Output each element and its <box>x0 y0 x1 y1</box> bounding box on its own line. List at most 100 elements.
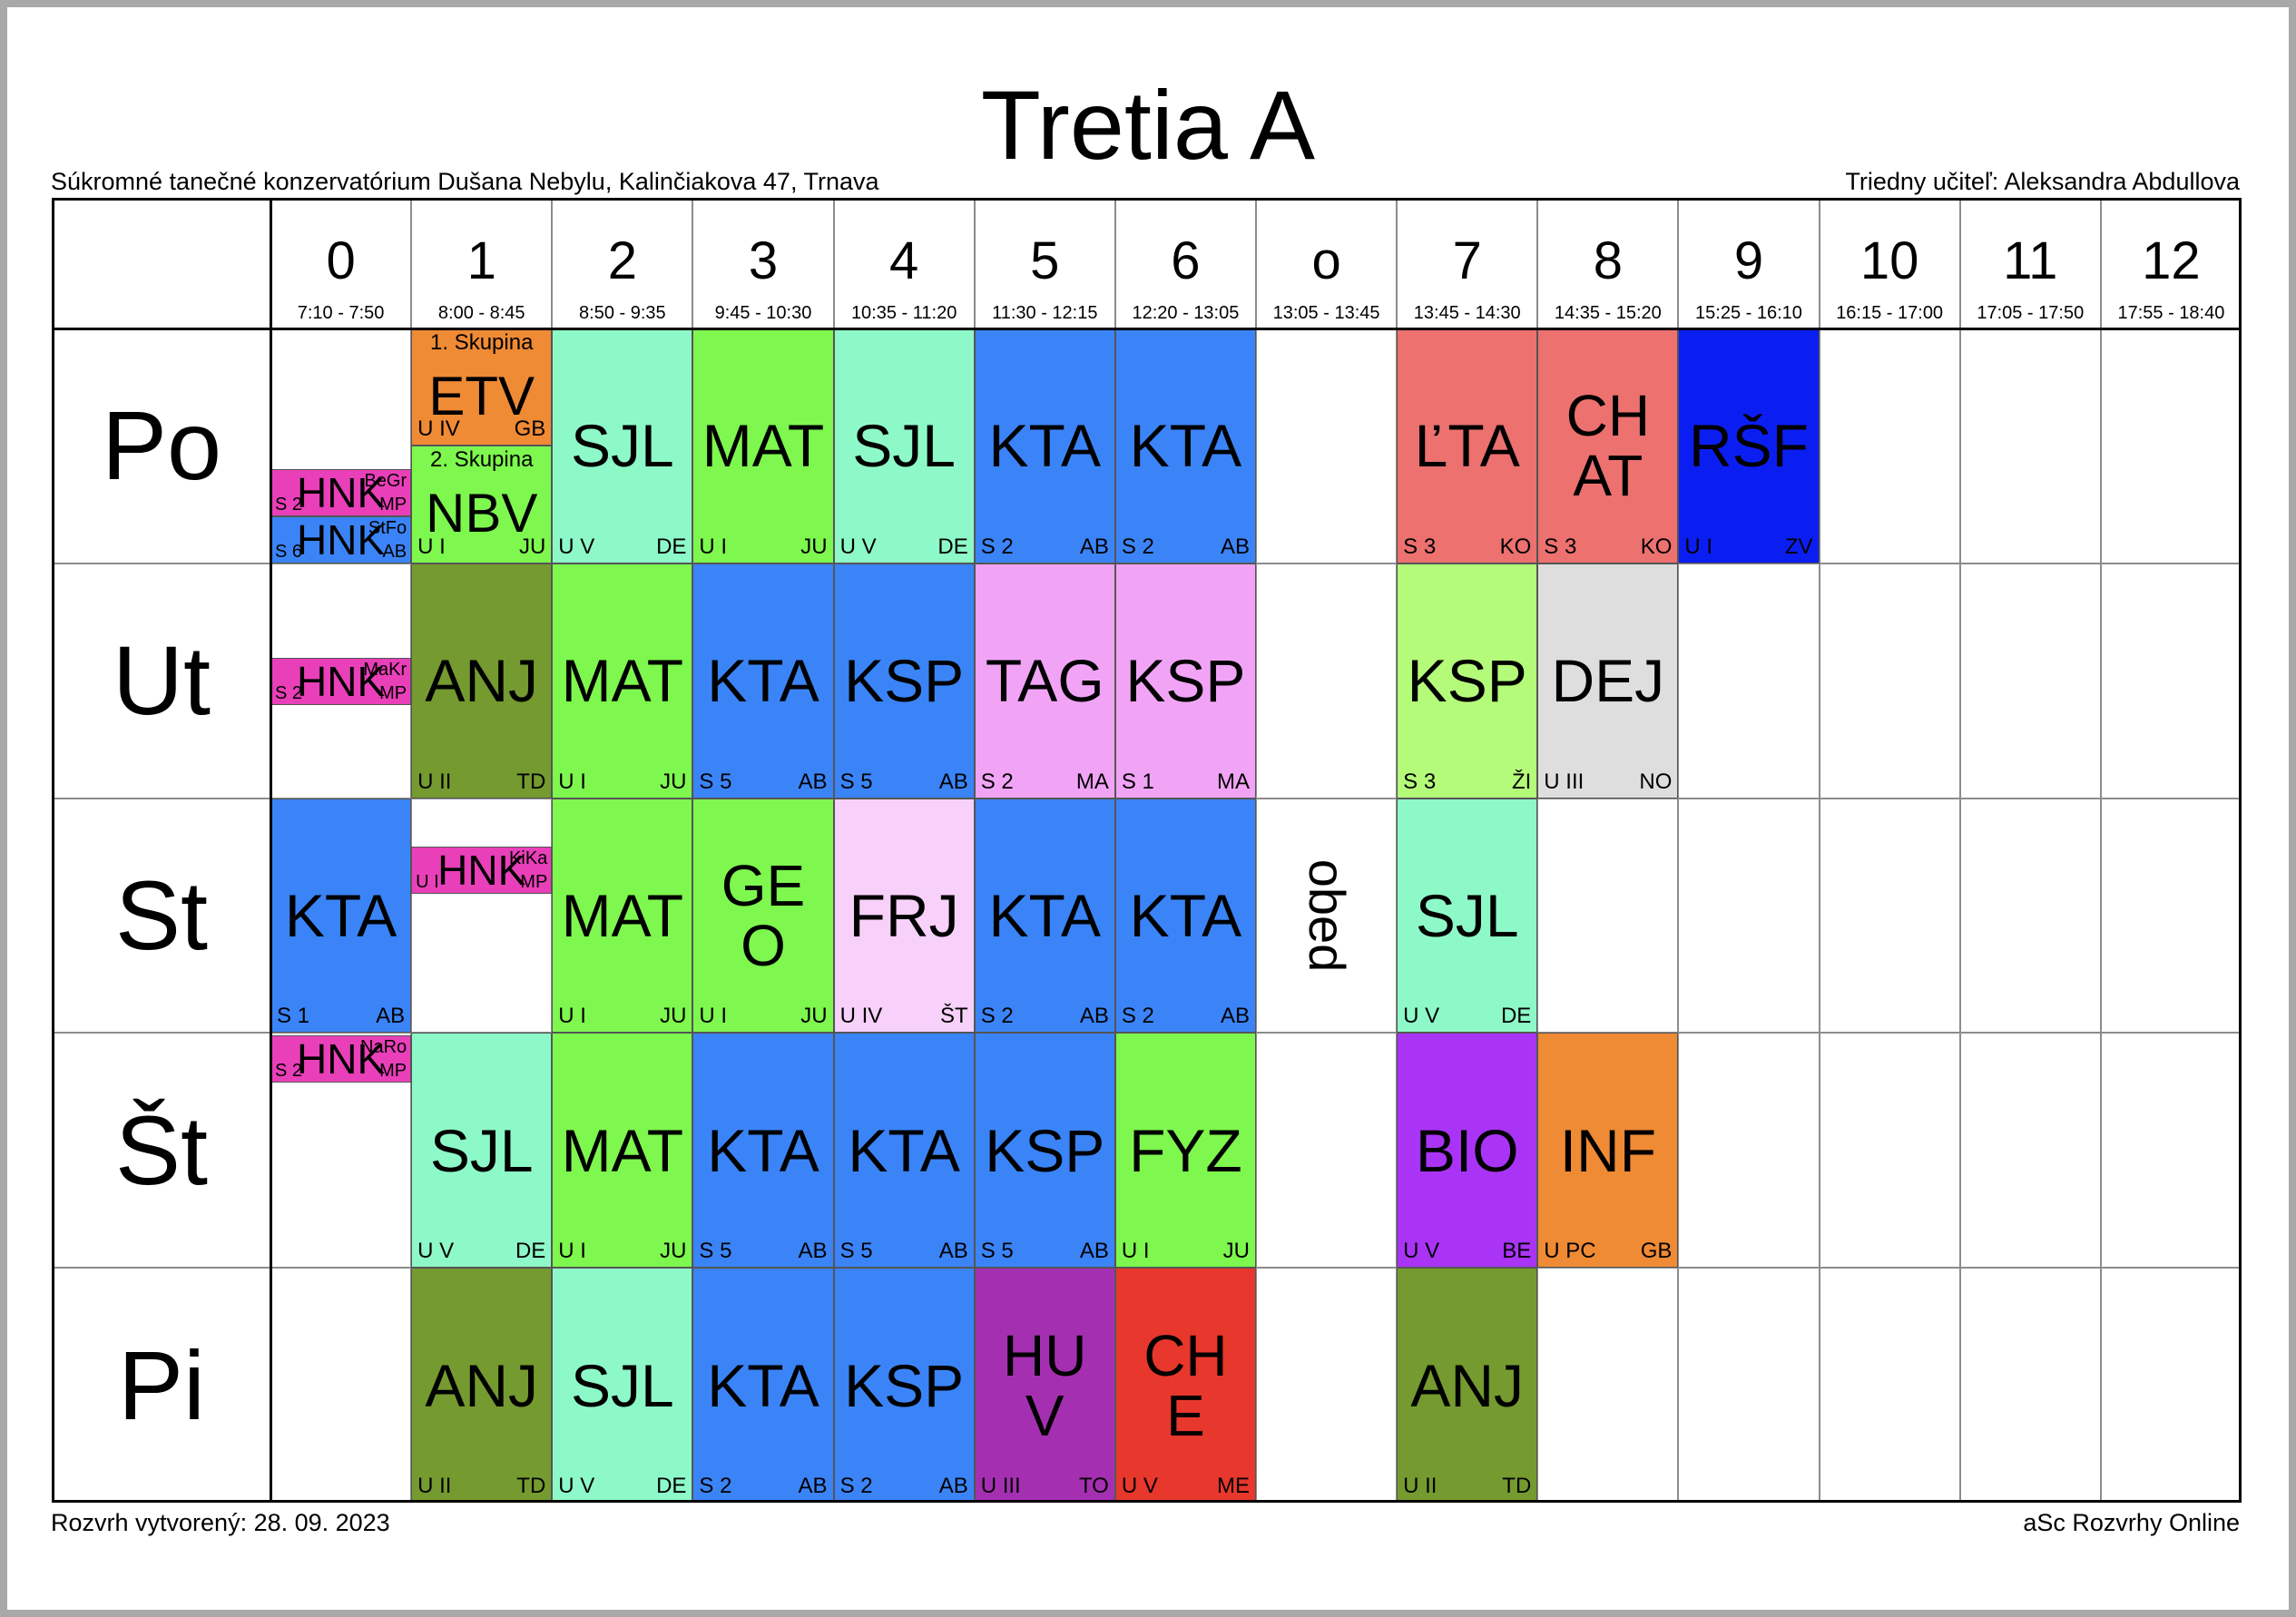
lesson-room: U I <box>558 1239 586 1264</box>
lesson-subject: DEJ <box>1551 647 1665 715</box>
period-number: 0 <box>326 231 356 290</box>
period-time: 7:10 - 7:50 <box>297 303 385 323</box>
lesson-teacher: JU <box>800 534 828 559</box>
lesson-subject: SJL <box>570 412 674 480</box>
lesson-room: U V <box>1403 1004 1440 1029</box>
day-label: Po <box>101 390 222 501</box>
lesson-room: U I <box>1684 534 1713 559</box>
lesson-card: INF U PC GB <box>1537 1033 1679 1269</box>
lesson-teacher: KO <box>1640 534 1673 559</box>
lesson-subject: CH AT <box>1538 386 1677 505</box>
lesson-subject: MAT <box>702 412 825 480</box>
lesson-subject: KTA <box>988 881 1101 949</box>
day-label: Pi <box>117 1329 206 1440</box>
lesson-card: TAG S 2 MA <box>974 563 1115 799</box>
lesson-card: KSP S 5 AB <box>974 1033 1115 1269</box>
lesson-subject: ĽTA <box>1414 412 1520 480</box>
lesson-card: ĽTA S 3 KO <box>1397 328 1538 564</box>
lesson-teacher: JU <box>518 534 546 559</box>
lesson-subject: SJL <box>852 412 956 480</box>
lesson-teacher: MA <box>1216 769 1250 794</box>
lesson-room: U II <box>417 769 452 794</box>
lesson-subject: ANJ <box>425 647 539 715</box>
lesson-card: SJL U V DE <box>552 328 693 564</box>
lesson-teacher: ŠT <box>940 1004 968 1029</box>
lesson-room: U V <box>558 1473 595 1498</box>
period-time: 8:50 - 9:35 <box>579 303 666 323</box>
period-number: 6 <box>1171 231 1201 290</box>
lesson-subject: KTA <box>707 1116 819 1184</box>
lesson-card: HNK S 2 MP MaKr <box>270 657 412 705</box>
period-time: 16:15 - 17:00 <box>1836 303 1944 323</box>
lesson-room: S 2 <box>980 769 1014 794</box>
lesson-subject: CH E <box>1116 1326 1255 1446</box>
lesson-card: ANJ U II TD <box>1397 1268 1538 1503</box>
lesson-subject: KTA <box>284 881 397 949</box>
grid-line <box>1536 198 1539 1503</box>
lesson-card: KTA S 2 AB <box>974 328 1115 564</box>
lesson-teacher: ME <box>1216 1473 1250 1498</box>
lesson-room: S 2 <box>1121 534 1154 559</box>
period-time: 17:55 - 18:40 <box>2117 303 2225 323</box>
lesson-teacher: MP <box>379 1061 407 1082</box>
lesson-room: U I <box>1121 1239 1150 1264</box>
lesson-subject: INF <box>1559 1116 1657 1184</box>
lesson-teacher-secondary: KiKa <box>509 848 548 868</box>
lesson-teacher: AB <box>376 1004 406 1029</box>
lesson-teacher: AB <box>1079 534 1109 559</box>
subject-line: GE <box>721 852 806 918</box>
subject-line: CH <box>1565 383 1651 449</box>
lesson-card: KTA S 5 AB <box>692 1033 834 1269</box>
lesson-subject: GE O <box>693 856 832 975</box>
lesson-teacher-secondary: StFo <box>368 518 407 538</box>
grid-line <box>2099 198 2102 1503</box>
lesson-subject: KSP <box>1407 647 1527 715</box>
day-column-separator <box>270 198 272 1503</box>
lesson-subject: MAT <box>561 1116 684 1184</box>
lesson-subject: BIO <box>1415 1116 1519 1184</box>
lesson-subject: FRJ <box>849 881 959 949</box>
lesson-teacher: TD <box>516 769 546 794</box>
subject-line: CH <box>1143 1322 1228 1388</box>
lesson-card: FYZ U I JU <box>1114 1033 1256 1269</box>
lesson-teacher: AB <box>938 1473 968 1498</box>
lesson-room: U I <box>417 534 446 559</box>
lesson-teacher: ŽI <box>1511 769 1532 794</box>
period-number: 1 <box>466 231 496 290</box>
lesson-subject: TAG <box>985 647 1104 715</box>
lesson-room: S 3 <box>1403 534 1437 559</box>
lesson-room: U II <box>417 1473 452 1498</box>
lesson-subject: HNK <box>297 657 386 705</box>
lesson-card: SJL U V DE <box>411 1033 553 1269</box>
lesson-teacher: AB <box>938 769 968 794</box>
lesson-card: BIO U V BE <box>1397 1033 1538 1269</box>
lesson-room: S 2 <box>980 534 1014 559</box>
lesson-room: S 6 <box>275 542 303 562</box>
lesson-room: S 2 <box>839 1473 873 1498</box>
lesson-teacher: TO <box>1078 1473 1109 1498</box>
lesson-card: KSP S 3 ŽI <box>1397 563 1538 799</box>
subject-line: HU <box>1003 1322 1087 1388</box>
subject-line: V <box>1025 1382 1065 1448</box>
lesson-card: FRJ U IV ŠT <box>833 798 975 1034</box>
period-time: 17:05 - 17:50 <box>1977 303 2085 323</box>
lesson-room: S 2 <box>275 495 303 514</box>
lesson-subject: RŠF <box>1688 412 1809 480</box>
lesson-card: CH E U V ME <box>1114 1268 1256 1503</box>
lesson-card: KTA S 2 AB <box>1114 328 1256 564</box>
lesson-card: HU V U III TO <box>974 1268 1115 1503</box>
grid-line <box>1818 198 1820 1503</box>
lesson-room: S 3 <box>1403 769 1437 794</box>
lesson-subject: KSP <box>985 1116 1105 1184</box>
subject-line: E <box>1166 1382 1205 1448</box>
lesson-teacher-secondary: NaRo <box>360 1037 407 1058</box>
period-time: 14:35 - 15:20 <box>1554 303 1662 323</box>
lesson-teacher: AB <box>1220 534 1250 559</box>
lesson-card: HNK S 6 AB StFo <box>270 516 412 564</box>
lesson-teacher-secondary: BeGr <box>364 471 407 491</box>
lesson-teacher: DE <box>937 534 968 559</box>
lesson-room: S 5 <box>980 1239 1014 1264</box>
lesson-teacher: DE <box>656 534 687 559</box>
lesson-card: KTA S 1 AB <box>270 798 412 1034</box>
period-time: 11:30 - 12:15 <box>992 303 1098 323</box>
